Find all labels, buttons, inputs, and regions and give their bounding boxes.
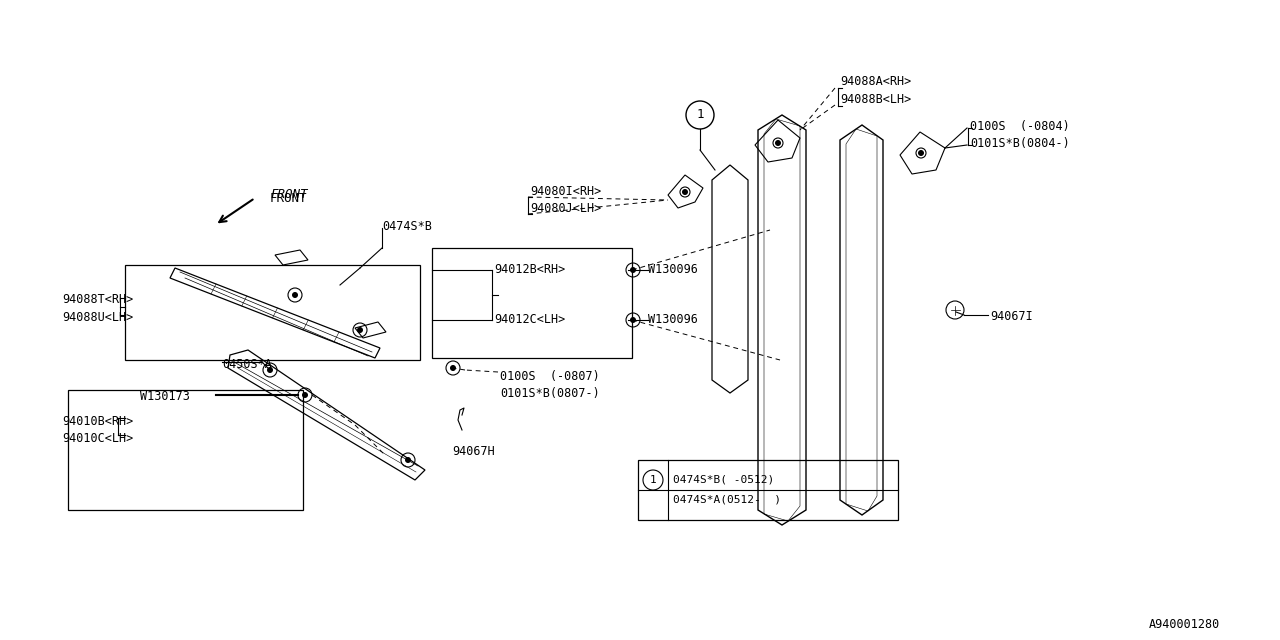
Text: 0450S*A: 0450S*A (221, 358, 271, 371)
Circle shape (451, 365, 456, 371)
Text: A940001280: A940001280 (1148, 618, 1220, 631)
Text: FRONT: FRONT (270, 189, 307, 202)
Bar (637, 460, 899, 520)
Bar (433, 248, 632, 358)
Bar (125, 265, 420, 360)
Text: 0474S*B( -0512): 0474S*B( -0512) (673, 475, 774, 485)
Text: 0101S*B(0807-): 0101S*B(0807-) (500, 387, 600, 400)
Circle shape (630, 267, 636, 273)
Text: 1: 1 (650, 475, 657, 485)
Text: 94088U<LH>: 94088U<LH> (61, 311, 133, 324)
Circle shape (357, 327, 364, 333)
Text: 94088B<LH>: 94088B<LH> (840, 93, 911, 106)
Text: W130173: W130173 (140, 390, 189, 403)
Text: 94067I: 94067I (989, 310, 1033, 323)
Text: 94010B<RH>: 94010B<RH> (61, 415, 133, 428)
Circle shape (682, 189, 689, 195)
Text: 1: 1 (696, 109, 704, 122)
Text: 94067H: 94067H (452, 445, 495, 458)
Text: 0100S  (-0804): 0100S (-0804) (970, 120, 1070, 133)
Circle shape (302, 392, 308, 398)
Text: 94080J<LH>: 94080J<LH> (530, 202, 602, 215)
Text: 0474S*B: 0474S*B (381, 220, 431, 233)
Text: 0101S*B(0804-): 0101S*B(0804-) (970, 137, 1070, 150)
Text: 94012B<RH>: 94012B<RH> (494, 263, 566, 276)
Text: 94010C<LH>: 94010C<LH> (61, 432, 133, 445)
Text: W130096: W130096 (648, 263, 698, 276)
Circle shape (292, 292, 298, 298)
Text: FRONT: FRONT (270, 192, 307, 205)
Text: 94080I<RH>: 94080I<RH> (530, 185, 602, 198)
Text: 0100S  (-0807): 0100S (-0807) (500, 370, 600, 383)
Bar (68, 390, 303, 510)
Circle shape (918, 150, 924, 156)
Text: 94088T<RH>: 94088T<RH> (61, 293, 133, 306)
Text: 0474S*A(0512-  ): 0474S*A(0512- ) (673, 495, 781, 505)
Circle shape (404, 457, 411, 463)
Text: W130096: W130096 (648, 313, 698, 326)
Text: 94088A<RH>: 94088A<RH> (840, 75, 911, 88)
Text: 94012C<LH>: 94012C<LH> (494, 313, 566, 326)
Circle shape (774, 140, 781, 146)
Circle shape (268, 367, 273, 373)
Circle shape (630, 317, 636, 323)
